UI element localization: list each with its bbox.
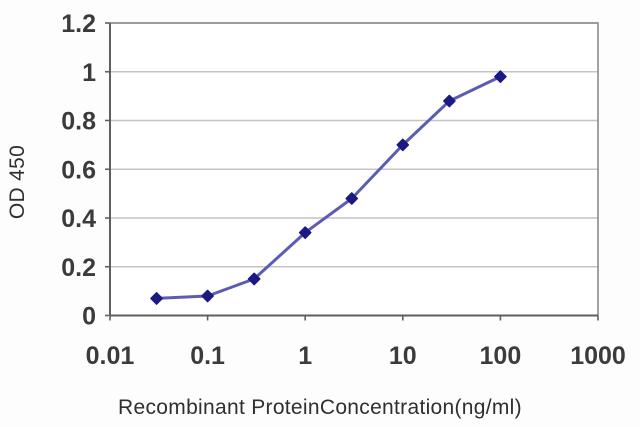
y-tick-label: 0.6 <box>61 156 96 184</box>
data-point-marker <box>298 226 312 239</box>
x-tick-label: 0.01 <box>86 342 135 370</box>
chart-plot-area: 0 0.2 0.4 0.6 0.8 1 1.2 0.01 0.1 1 10 100 1000 <box>61 10 626 370</box>
data-point-marker <box>494 70 507 83</box>
y-tick-label: 0 <box>82 303 96 331</box>
y-tick-label: 0.8 <box>61 108 96 136</box>
y-tick-label: 1.2 <box>61 10 96 38</box>
x-axis-title: Recombinant ProteinConcentration(ng/ml) <box>118 396 522 419</box>
series-line <box>155 75 502 300</box>
data-point-marker <box>150 292 163 305</box>
x-tick-label: 0.1 <box>190 342 225 370</box>
y-tick-label: 0.2 <box>61 254 96 282</box>
x-tick-label: 100 <box>480 342 522 370</box>
data-point-marker <box>443 94 456 108</box>
data-point-marker <box>396 138 410 152</box>
x-tick-label: 1000 <box>570 342 626 370</box>
y-tick-label: 0.4 <box>61 205 96 233</box>
x-tick-label: 1 <box>298 342 312 370</box>
y-tick-label: 1 <box>82 59 96 87</box>
x-tick-label: 10 <box>389 342 417 370</box>
data-point-marker <box>247 272 261 286</box>
data-point-marker <box>201 289 214 303</box>
data-point-marker <box>345 192 359 205</box>
y-axis-title: OD 450 <box>6 145 29 219</box>
